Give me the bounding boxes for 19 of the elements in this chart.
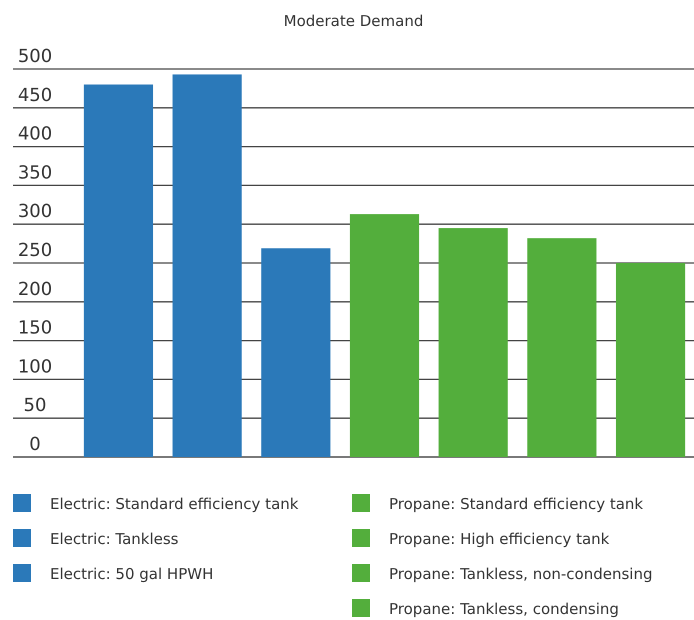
legend-label: Propane: Tankless, non-condensing — [389, 565, 652, 583]
y-tick-label: 250 — [18, 240, 52, 261]
legend-label: Propane: Standard efficiency tank — [389, 495, 644, 513]
y-tick-label: 400 — [18, 124, 52, 145]
y-tick-label: 350 — [18, 162, 52, 184]
y-tick-label: 0 — [29, 434, 41, 455]
legend-label: Electric: Standard efficiency tank — [50, 495, 299, 513]
y-tick-label: 300 — [18, 201, 52, 222]
y-tick-label: 50 — [24, 395, 46, 416]
y-tick-label: 100 — [18, 356, 52, 378]
legend-label: Electric: 50 gal HPWH — [50, 565, 214, 583]
legend-label: Propane: High efficiency tank — [389, 530, 610, 548]
legend-label: Propane: Tankless, condensing — [389, 600, 619, 618]
y-tick-label: 150 — [18, 318, 52, 339]
chart-title: Moderate Demand — [284, 12, 424, 30]
y-tick-label: 500 — [18, 46, 52, 67]
y-tick-label: 450 — [18, 84, 52, 106]
legend-label: Electric: Tankless — [50, 530, 179, 548]
y-tick-label: 200 — [18, 278, 52, 300]
